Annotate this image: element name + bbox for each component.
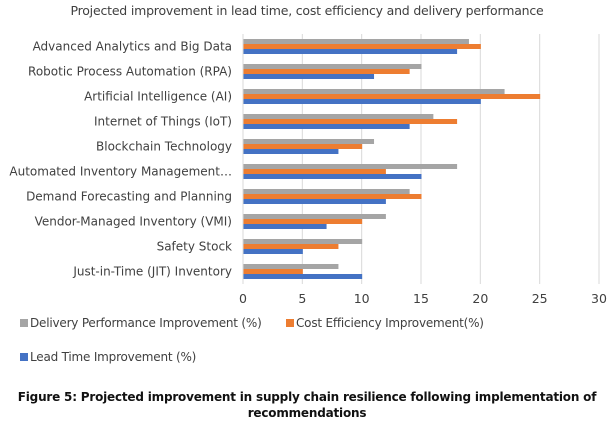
bar (243, 249, 303, 254)
legend-label-cost: Cost Efficiency Improvement(%) (296, 316, 484, 330)
category-label: Robotic Process Automation (RPA) (28, 65, 232, 79)
legend-label-delivery: Delivery Performance Improvement (%) (30, 316, 262, 330)
caption-line-1: Figure 5: Projected improvement in suppl… (17, 390, 597, 404)
bar (243, 139, 375, 144)
bar (243, 149, 339, 154)
bar (243, 119, 458, 124)
legend-item-delivery: Delivery Performance Improvement (%) (20, 316, 262, 330)
bar (243, 264, 339, 269)
category-label: Vendor-Managed Inventory (VMI) (35, 215, 232, 229)
bar (243, 219, 363, 224)
category-label: Advanced Analytics and Big Data (33, 40, 232, 54)
bar (243, 194, 422, 199)
legend-item-lead-time: Lead Time Improvement (%) (20, 350, 196, 364)
category-label: Just-in-Time (JIT) Inventory (72, 265, 232, 279)
bar (243, 214, 386, 219)
bar (243, 244, 339, 249)
bar (243, 164, 458, 169)
chart-title: Projected improvement in lead time, cost… (70, 3, 544, 18)
bar (243, 199, 386, 204)
bar (243, 144, 363, 149)
category-label: Safety Stock (157, 240, 232, 254)
bar (243, 99, 481, 104)
x-tick-label: 10 (354, 291, 370, 306)
figure-caption: Figure 5: Projected improvement in suppl… (0, 389, 614, 421)
x-tick-label: 5 (298, 291, 306, 306)
bar (243, 89, 505, 94)
caption-line-2: recommendations (247, 406, 367, 420)
category-label: Internet of Things (IoT) (94, 115, 232, 129)
x-tick-label: 15 (413, 291, 429, 306)
x-tick-label: 0 (239, 291, 247, 306)
legend-label-lead-time: Lead Time Improvement (%) (30, 350, 197, 364)
bar (243, 269, 303, 274)
bar (243, 224, 327, 229)
bar (243, 274, 363, 279)
bar (243, 69, 410, 74)
legend-swatch-delivery (20, 319, 28, 327)
bar (243, 64, 422, 69)
bar (243, 189, 410, 194)
legend-swatch-cost (286, 319, 294, 327)
category-label: Blockchain Technology (96, 140, 232, 154)
bar (243, 74, 375, 79)
bar (243, 49, 458, 54)
category-label: Artificial Intelligence (AI) (84, 90, 232, 104)
x-tick-label: 25 (532, 291, 548, 306)
bar (243, 169, 386, 174)
legend-item-cost: Cost Efficiency Improvement(%) (286, 316, 484, 330)
bar (243, 94, 541, 99)
bar (243, 124, 410, 129)
x-tick-label: 30 (591, 291, 607, 306)
category-label: Automated Inventory Management… (9, 165, 232, 179)
bar (243, 174, 422, 179)
bar (243, 239, 363, 244)
category-label: Demand Forecasting and Planning (26, 190, 232, 204)
bar (243, 114, 434, 119)
bar (243, 39, 469, 44)
x-tick-label: 20 (472, 291, 488, 306)
bar (243, 44, 481, 49)
legend-swatch-lead-time (20, 353, 28, 361)
